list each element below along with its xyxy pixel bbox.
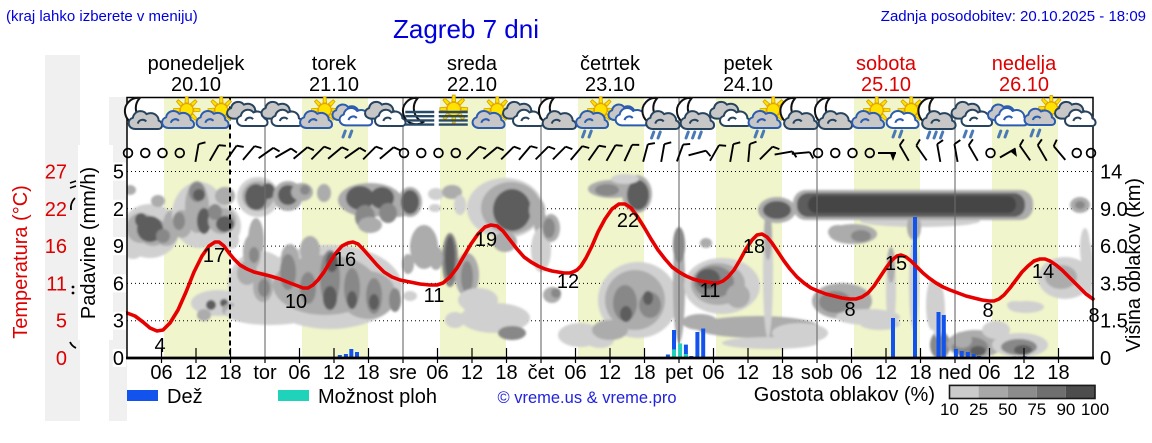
- svg-text:sre: sre: [389, 362, 417, 384]
- svg-text:Možnost ploh: Možnost ploh: [318, 386, 437, 408]
- svg-text:pet: pet: [665, 362, 693, 384]
- svg-text:50: 50: [998, 400, 1017, 419]
- svg-text:06: 06: [840, 362, 862, 384]
- svg-text:90: 90: [1056, 400, 1075, 419]
- svg-text:06: 06: [426, 362, 448, 384]
- svg-text:sob: sob: [801, 362, 833, 384]
- svg-text:12: 12: [461, 362, 483, 384]
- svg-text:Temperatura (°C): Temperatura (°C): [10, 185, 32, 339]
- svg-text:sreda: sreda: [447, 53, 498, 75]
- svg-text:8: 8: [1088, 305, 1099, 327]
- svg-text:8: 8: [982, 300, 993, 322]
- svg-text:sobota: sobota: [856, 53, 917, 75]
- svg-text:25.10: 25.10: [861, 74, 911, 96]
- svg-text:0: 0: [113, 348, 124, 370]
- svg-text:9.0: 9.0: [1100, 199, 1128, 221]
- svg-text:(kraj lahko izberete v meniju): (kraj lahko izberete v meniju): [6, 8, 198, 25]
- svg-text:18: 18: [909, 362, 931, 384]
- svg-text:16: 16: [45, 236, 67, 258]
- svg-text:18: 18: [495, 362, 517, 384]
- svg-text:ponedeljek: ponedeljek: [148, 53, 246, 75]
- svg-text:27: 27: [45, 162, 67, 184]
- svg-text:nedelja: nedelja: [992, 53, 1057, 75]
- svg-text:20.10: 20.10: [171, 74, 221, 96]
- svg-text:Padavine (mm/h): Padavine (mm/h): [78, 167, 100, 319]
- svg-text:0: 0: [56, 348, 67, 370]
- svg-text:18: 18: [771, 362, 793, 384]
- svg-text:12: 12: [875, 362, 897, 384]
- svg-text:10: 10: [285, 291, 307, 313]
- svg-text:0: 0: [1100, 348, 1111, 370]
- svg-text:6.0: 6.0: [1100, 236, 1128, 258]
- svg-text:25: 25: [969, 400, 988, 419]
- svg-text:12: 12: [737, 362, 759, 384]
- svg-text:22.10: 22.10: [447, 74, 497, 96]
- svg-text:Višina oblakov (km): Višina oblakov (km): [1123, 178, 1145, 352]
- svg-text:5: 5: [56, 311, 67, 333]
- svg-text:21.10: 21.10: [309, 74, 359, 96]
- svg-text:22: 22: [45, 199, 67, 221]
- svg-text:18: 18: [219, 362, 241, 384]
- svg-text:torek: torek: [312, 53, 357, 75]
- svg-text:6: 6: [113, 273, 124, 295]
- svg-text:11: 11: [700, 280, 721, 302]
- svg-text:12: 12: [1013, 362, 1035, 384]
- svg-text:18: 18: [743, 236, 765, 258]
- svg-text:3: 3: [113, 311, 124, 333]
- svg-text:14: 14: [1032, 261, 1054, 283]
- svg-text:06: 06: [150, 362, 172, 384]
- svg-text:19: 19: [475, 229, 497, 251]
- svg-text:Zadnja posodobitev: 20.10.2025: Zadnja posodobitev: 20.10.2025 - 18:09: [881, 8, 1146, 25]
- svg-text:75: 75: [1027, 400, 1046, 419]
- svg-text:15: 15: [885, 253, 907, 275]
- svg-text:petek: petek: [724, 53, 774, 75]
- svg-text:12: 12: [599, 362, 621, 384]
- svg-text:11: 11: [46, 273, 67, 295]
- svg-text:18: 18: [633, 362, 655, 384]
- svg-text:10: 10: [940, 400, 959, 419]
- svg-text:9: 9: [113, 236, 124, 258]
- svg-text:06: 06: [978, 362, 1000, 384]
- svg-text:3.5: 3.5: [1100, 273, 1128, 295]
- svg-text:čet: čet: [528, 362, 555, 384]
- svg-text:tor: tor: [253, 362, 277, 384]
- svg-text:16: 16: [334, 249, 356, 271]
- svg-text:8: 8: [844, 299, 855, 321]
- svg-text:12: 12: [185, 362, 207, 384]
- svg-text:06: 06: [288, 362, 310, 384]
- svg-text:četrtek: četrtek: [580, 53, 641, 75]
- svg-text:18: 18: [357, 362, 379, 384]
- svg-text:100: 100: [1081, 400, 1109, 419]
- svg-text:Dež: Dež: [167, 386, 203, 408]
- svg-text:06: 06: [702, 362, 724, 384]
- svg-text:© vreme.us & vreme.pro: © vreme.us & vreme.pro: [497, 389, 676, 407]
- svg-text:22: 22: [617, 210, 639, 232]
- svg-text:ned: ned: [938, 362, 971, 384]
- svg-text:23.10: 23.10: [585, 74, 635, 96]
- svg-text:12: 12: [557, 271, 579, 293]
- svg-text:12: 12: [323, 362, 345, 384]
- svg-text:24.10: 24.10: [723, 74, 773, 96]
- svg-text:17: 17: [203, 245, 225, 267]
- svg-text:14: 14: [1100, 162, 1122, 184]
- svg-text:06: 06: [564, 362, 586, 384]
- svg-text:1.5: 1.5: [1100, 311, 1128, 333]
- svg-text:4: 4: [154, 335, 165, 357]
- svg-text:26.10: 26.10: [999, 74, 1049, 96]
- svg-text:Zagreb 7 dni: Zagreb 7 dni: [393, 14, 539, 44]
- svg-text:18: 18: [1047, 362, 1069, 384]
- svg-text:11: 11: [424, 285, 445, 307]
- svg-text:Gostota oblakov (%): Gostota oblakov (%): [754, 384, 935, 406]
